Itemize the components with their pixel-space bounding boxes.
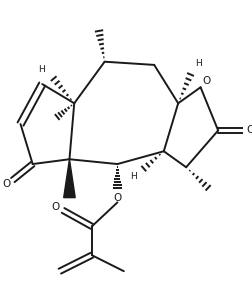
Text: O: O (51, 201, 59, 212)
Text: O: O (245, 125, 252, 136)
Text: O: O (202, 76, 210, 86)
Text: H: H (130, 172, 136, 181)
Text: H: H (38, 65, 45, 74)
Text: O: O (2, 179, 11, 189)
Polygon shape (64, 159, 75, 198)
Text: O: O (113, 193, 121, 203)
Text: H: H (194, 59, 201, 68)
